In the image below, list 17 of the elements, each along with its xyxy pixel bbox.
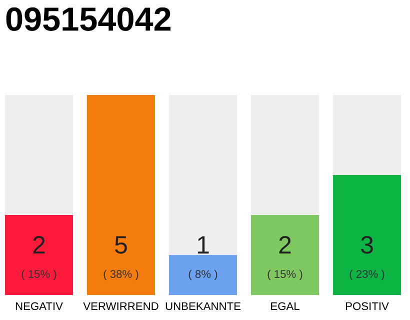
x-tick-label: NEGATIV [16,302,63,310]
annotation: ( 8% ) [188,270,218,280]
data-label: 2 [279,236,291,254]
x-tick-label: EGAL [271,302,300,310]
annotation: ( 38% ) [104,270,138,280]
annotation: ( 15% ) [22,270,56,280]
bar [169,255,237,295]
data-label: 1 [198,236,209,254]
annotation: ( 23% ) [350,270,384,280]
data-label: 5 [115,236,127,254]
x-tick-label: VERWIRREND [83,302,158,310]
data-label: 3 [361,236,373,254]
data-label: 2 [33,236,45,254]
annotation: ( 15% ) [268,270,302,280]
x-tick-label: UNBEKANNTE [166,302,240,310]
chart-title: 095154042 [6,7,171,31]
x-tick-label: POSITIV [346,302,389,310]
